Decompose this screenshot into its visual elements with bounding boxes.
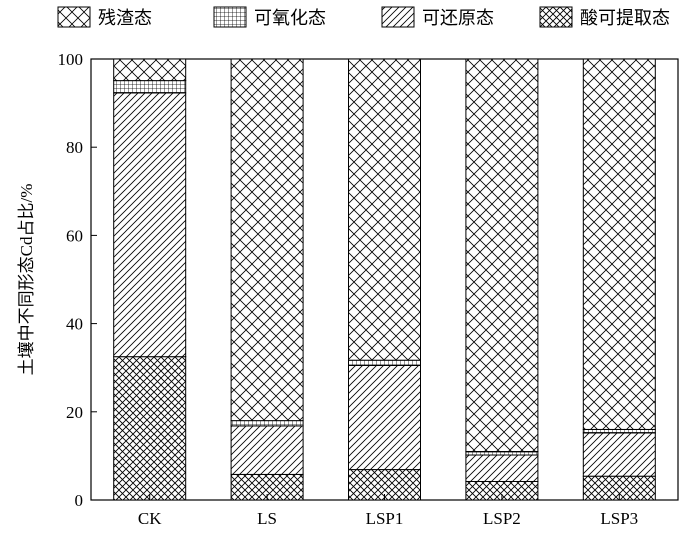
bar-segment: [230, 425, 304, 475]
bar-segment: [465, 58, 539, 452]
legend-item: 残渣态: [57, 6, 152, 28]
x-tick-label: LSP2: [483, 509, 521, 528]
bar-segment: [582, 432, 656, 477]
bar-segment: [582, 58, 656, 430]
bar-segment: [348, 364, 421, 471]
bar-segment: [113, 92, 187, 358]
legend-swatch: [57, 6, 91, 28]
legend: 残渣态 可氧化态 可还原态 酸可提取态: [57, 6, 670, 28]
bar-segment: [348, 58, 421, 361]
plot-area: 0 20 40 60 80 100 CK LS LSP1 LSP2 LSP3: [58, 50, 679, 528]
x-tick-label: CK: [138, 509, 162, 528]
y-axis-title: 土壤中不同形态Cd占比/%: [16, 184, 36, 376]
legend-swatch: [213, 6, 247, 28]
bar-segment: [230, 58, 304, 422]
legend-swatch: [539, 6, 573, 28]
x-tick-label: LSP3: [600, 509, 638, 528]
legend-label: 残渣态: [98, 8, 152, 28]
legend-item: 酸可提取态: [539, 6, 670, 28]
x-axis: CK LS LSP1 LSP2 LSP3: [138, 494, 638, 528]
y-tick-label: 100: [58, 50, 84, 69]
bar-segment: [230, 420, 304, 427]
bar-segment: [465, 450, 539, 456]
bar-segment: [113, 58, 187, 82]
x-tick-label: LS: [257, 509, 277, 528]
bar-segment: [113, 356, 187, 501]
legend-item: 可氧化态: [213, 6, 326, 28]
y-tick-label: 40: [66, 315, 83, 334]
legend-label: 可还原态: [422, 8, 494, 28]
x-tick-label: LSP1: [366, 509, 404, 528]
y-axis: 0 20 40 60 80 100: [58, 50, 97, 510]
bar-segment: [465, 454, 539, 482]
bars: [113, 58, 656, 501]
y-tick-label: 20: [66, 403, 83, 422]
y-tick-label: 60: [66, 226, 83, 245]
y-tick-label: 0: [75, 491, 84, 510]
bar-segment: [582, 428, 656, 434]
legend-swatch: [381, 6, 415, 28]
legend-item: 可还原态: [381, 6, 494, 28]
legend-label: 酸可提取态: [580, 8, 670, 28]
legend-label: 可氧化态: [254, 8, 326, 28]
bar-segment: [113, 80, 187, 94]
y-tick-label: 80: [66, 138, 83, 157]
bar-segment: [348, 359, 421, 366]
